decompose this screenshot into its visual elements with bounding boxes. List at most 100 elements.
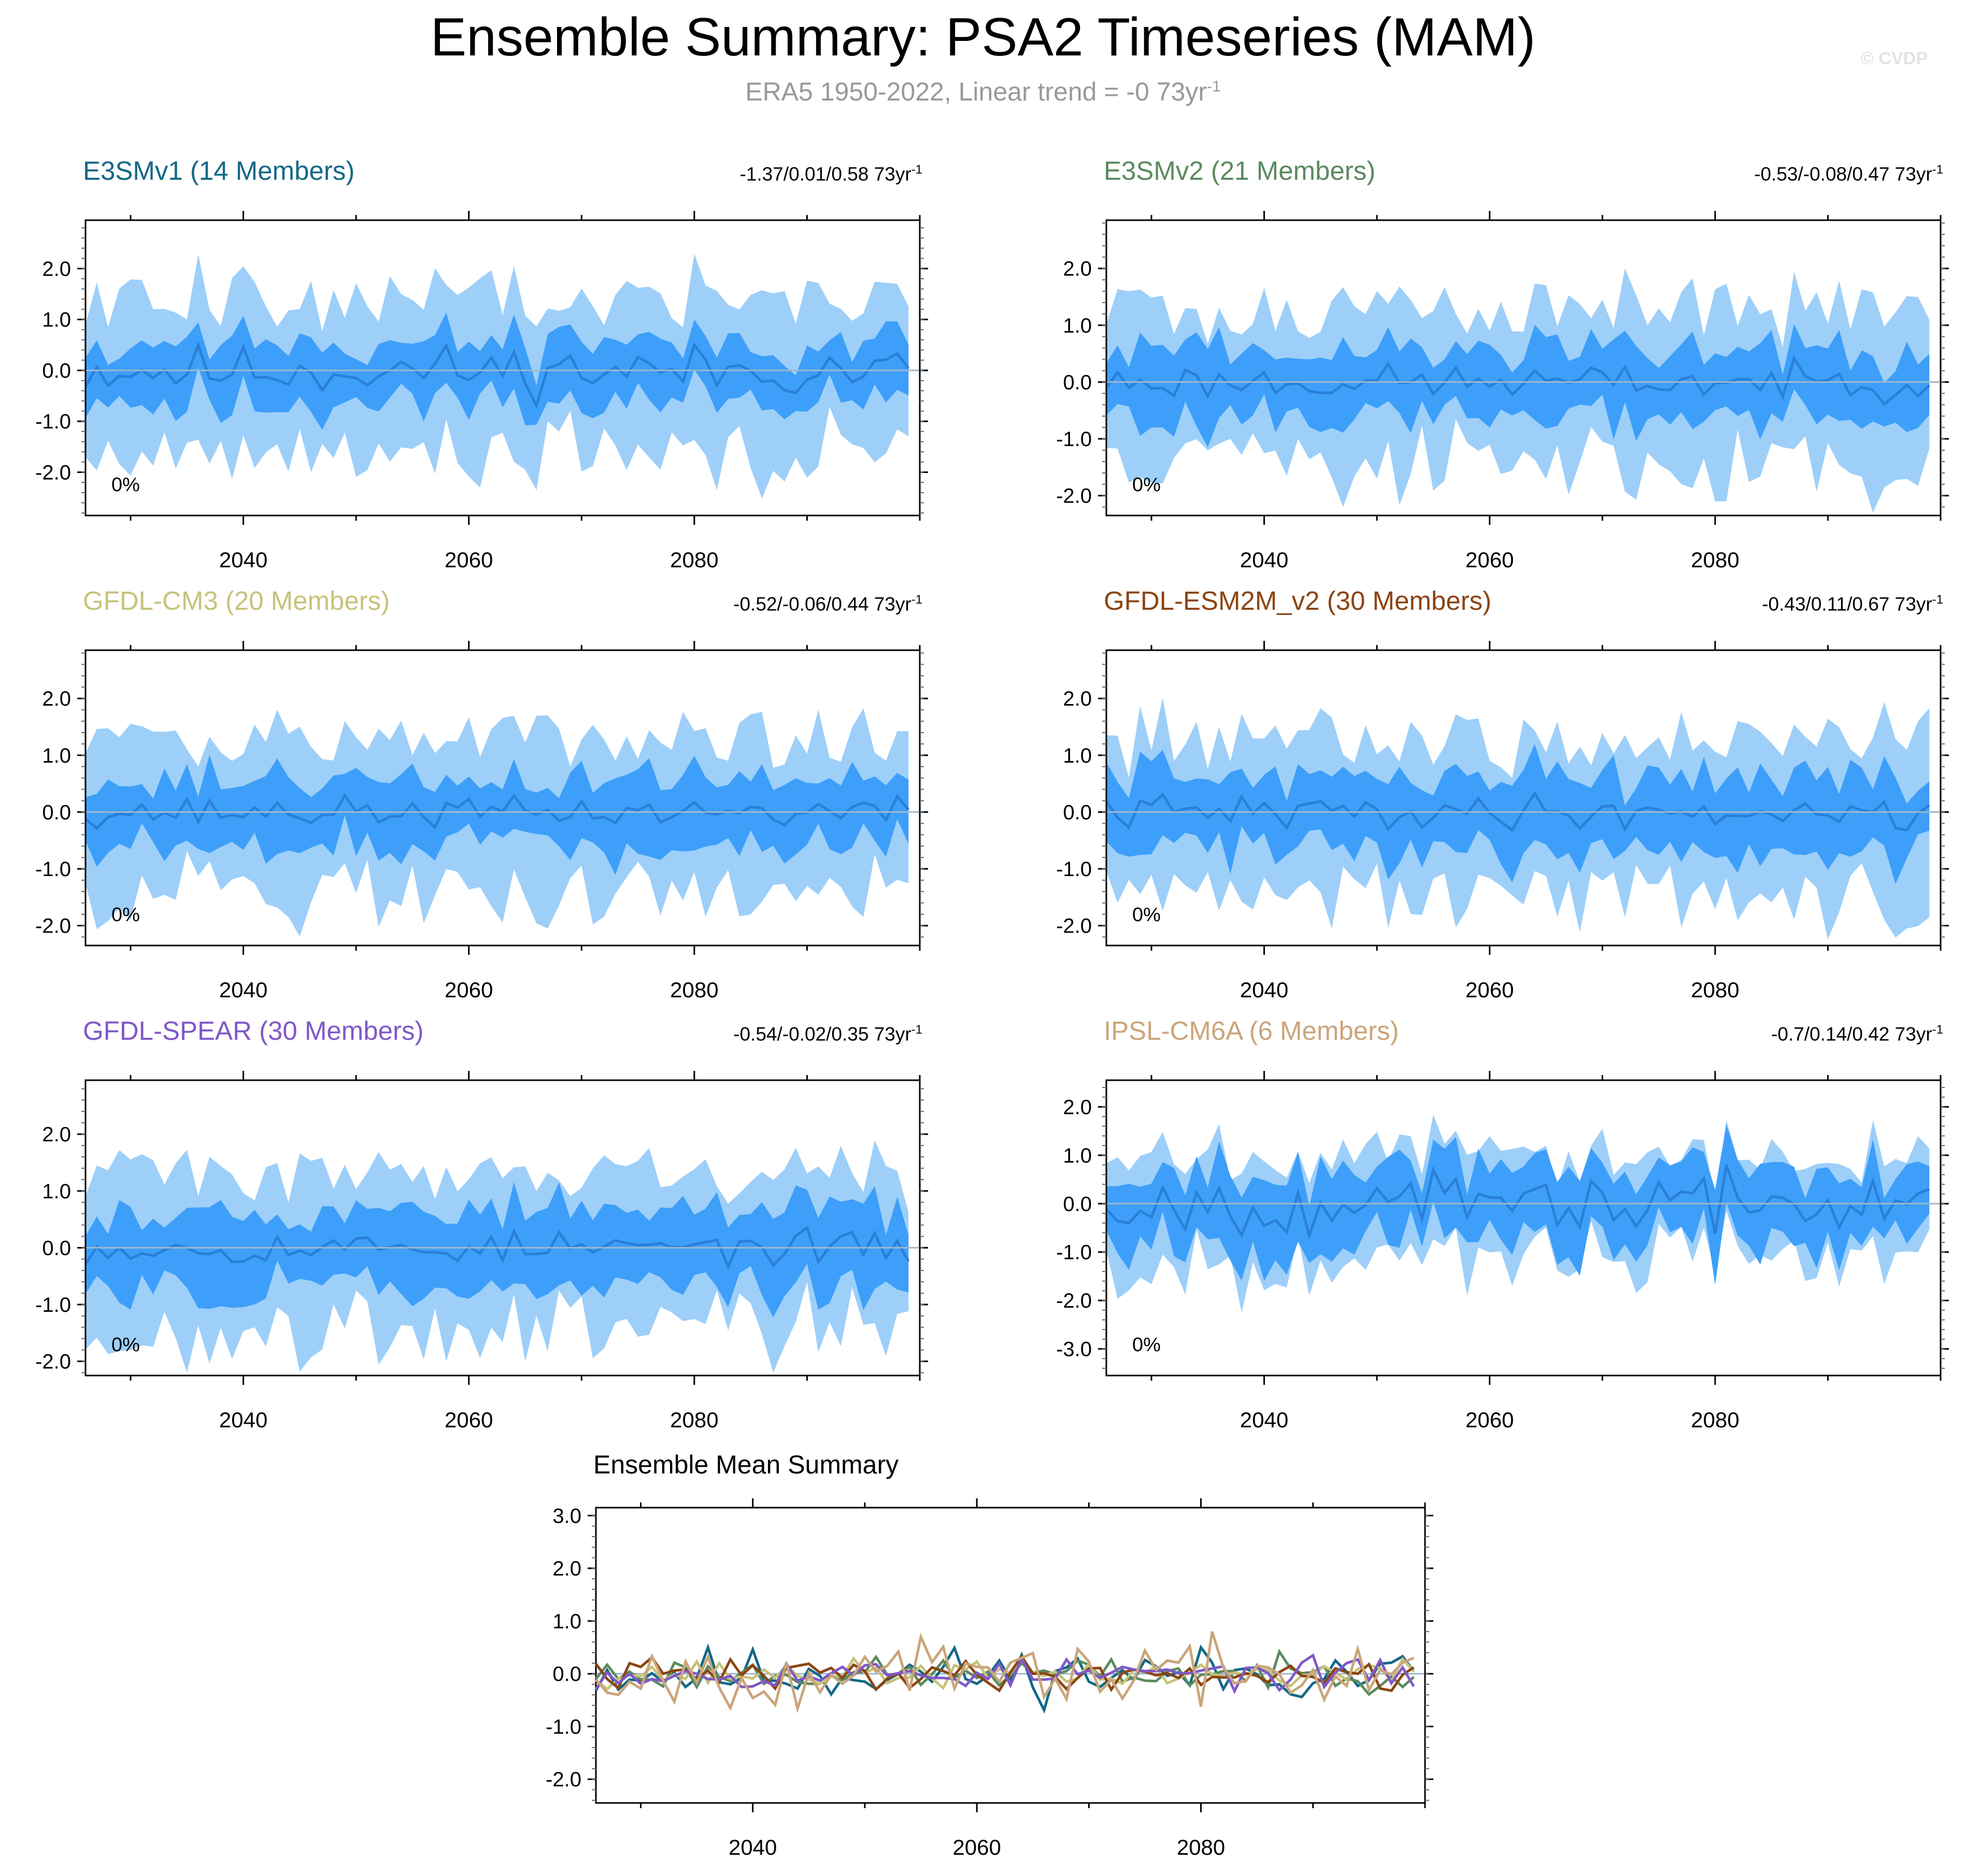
panel-ipsl-cm6a-xtick-label: 2040: [1240, 1408, 1288, 1430]
panel-ipsl-cm6a-trend-label: -0.7/0.14/0.42 73yr-1: [1771, 1023, 1943, 1045]
panel-e3smv2-ytick-label: -2.0: [1056, 485, 1092, 508]
panel-ipsl-cm6a-svg: 2.0 1.0 0.0 -1.0 -2.0 -3.0 2040 2060 2080: [1056, 1071, 1949, 1430]
cvdp-watermark: © CVDP: [1861, 49, 1928, 68]
panel-gfdl-cm3-svg: 2.0 1.0 0.0 -1.0 -2.0 2040 2060 2080: [35, 641, 928, 1000]
panel-gfdl-esm2m-v2-percent-label: 0%: [1132, 904, 1161, 926]
panel-e3smv1-percent-label: 0%: [111, 474, 140, 496]
panel-ipsl-cm6a-plot-frame: [1105, 1079, 1942, 1377]
panel-ensemble-mean-plot-frame: [595, 1507, 1426, 1804]
subtitle-exponent: -1: [1207, 78, 1221, 95]
panel-e3smv1-svg: 2.0 1.0 0.0 -1.0 -2.0 2040 2060 2080: [35, 211, 928, 570]
panel-gfdl-esm2m-v2-xtick-label: 2060: [1465, 978, 1514, 1000]
panel-gfdl-cm3-percent-label: 0%: [111, 904, 140, 926]
panel-ipsl-cm6a-ytick-label: 1.0: [1063, 1144, 1092, 1167]
panel-gfdl-esm2m-v2-ytick-label: -2.0: [1056, 915, 1092, 938]
panel-ensemble-mean-xtick-label: 2080: [1177, 1835, 1225, 1859]
panel-gfdl-cm3-ytick-label: 0.0: [42, 801, 71, 824]
panel-e3smv2-ytick-label: 0.0: [1063, 371, 1092, 394]
panel-gfdl-spear-xtick-label: 2060: [445, 1408, 493, 1430]
panel-ipsl-cm6a-ytick-label: 0.0: [1063, 1193, 1092, 1215]
panel-gfdl-esm2m-v2-plot-frame: [1105, 649, 1942, 947]
panel-e3smv2-xtick-label: 2040: [1240, 548, 1288, 570]
panel-e3smv1-xtick-label: 2080: [670, 548, 718, 570]
panel-e3smv2: 2.0 1.0 0.0 -1.0 -2.0 2040 2060 2080 E3SMv2 (21 …: [1021, 155, 1954, 570]
panel-gfdl-cm3-xtick-label: 2040: [219, 978, 267, 1000]
panel-gfdl-spear-xtick-label: 2080: [670, 1408, 718, 1430]
panel-e3smv2-trend-label: -0.53/-0.08/0.47 73yr-1: [1754, 163, 1943, 185]
panel-gfdl-spear-ytick-label: -2.0: [35, 1351, 71, 1373]
panel-ipsl-cm6a: 2.0 1.0 0.0 -1.0 -2.0 -3.0 2040 2060 2080 IPSL-CM…: [1021, 1015, 1954, 1430]
panel-e3smv2-svg: 2.0 1.0 0.0 -1.0 -2.0 2040 2060 2080: [1056, 211, 1949, 570]
panel-gfdl-esm2m-v2-svg: 2.0 1.0 0.0 -1.0 -2.0 2040 2060 2080: [1056, 641, 1949, 1000]
panel-gfdl-spear: 2.0 1.0 0.0 -1.0 -2.0 2040 2060 2080 GFDL-SPEAR …: [0, 1015, 933, 1430]
panel-ensemble-mean-ytick-label: 1.0: [552, 1610, 581, 1633]
subtitle-text: ERA5 1950-2022, Linear trend = -0 73yr: [745, 77, 1207, 106]
panel-e3smv1-trend-text: -1.37/0.01/0.58 73yr: [739, 163, 911, 185]
panel-ensemble-mean: 3.0 2.0 1.0 0.0 -1.0 -2.0 2040 2060 2080: [0, 1487, 1503, 1860]
panel-e3smv2-ytick-label: 2.0: [1063, 257, 1092, 280]
panel-gfdl-spear-ytick-label: 1.0: [42, 1180, 71, 1203]
panel-gfdl-esm2m-v2-trend-label: -0.43/0.11/0.67 73yr-1: [1762, 593, 1943, 615]
panel-ensemble-mean-ytick-label: 0.0: [552, 1663, 581, 1686]
panel-e3smv2-ytick-label: -1.0: [1056, 428, 1092, 451]
panel-e3smv1-trend-exponent: -1: [911, 163, 922, 177]
panel-gfdl-cm3-trend-text: -0.52/-0.06/0.44 73yr: [733, 593, 911, 615]
panel-e3smv1-plot-frame: [84, 219, 921, 517]
panel-gfdl-spear-trend-exponent: -1: [911, 1023, 922, 1037]
panel-ensemble-mean-xtick-label: 2040: [729, 1835, 777, 1859]
panel-gfdl-spear-svg: 2.0 1.0 0.0 -1.0 -2.0 2040 2060 2080: [35, 1071, 928, 1430]
panel-e3smv2-trend-exponent: -1: [1932, 163, 1943, 177]
panel-gfdl-cm3-ytick-label: 2.0: [42, 688, 71, 710]
panel-gfdl-cm3-ytick-label: -1.0: [35, 858, 71, 881]
panel-e3smv1: 2.0 1.0 0.0 -1.0 -2.0 2040 2060 2080 E3SMv1 (14 …: [0, 155, 933, 570]
panel-gfdl-cm3-inner-band: [86, 755, 909, 875]
panel-ipsl-cm6a-xtick-label: 2060: [1465, 1408, 1514, 1430]
panel-ensemble-mean-xtick-label: 2060: [952, 1835, 1001, 1859]
panel-ensemble-mean-ytick-label: 3.0: [552, 1505, 581, 1527]
panel-gfdl-esm2m-v2-xtick-label: 2040: [1240, 978, 1288, 1000]
panel-e3smv2-inner-band: [1106, 324, 1930, 447]
panel-e3smv1-ytick-label: 0.0: [42, 360, 71, 382]
panel-e3smv1-ytick-label: -1.0: [35, 410, 71, 433]
panel-ipsl-cm6a-title: IPSL-CM6A (6 Members): [1104, 1016, 1399, 1046]
panel-gfdl-spear-ytick-label: 2.0: [42, 1123, 71, 1146]
panel-gfdl-cm3-ensemble-mean-line: [84, 793, 910, 830]
panel-ipsl-cm6a-ytick-label: -2.0: [1056, 1290, 1092, 1312]
panel-ipsl-cm6a-ytick-label: -1.0: [1056, 1241, 1092, 1264]
panel-e3smv2-trend-text: -0.53/-0.08/0.47 73yr: [1754, 163, 1932, 185]
panel-ipsl-cm6a-xtick-label: 2080: [1691, 1408, 1739, 1430]
panel-e3smv1-title: E3SMv1 (14 Members): [83, 156, 355, 185]
panel-gfdl-cm3-ytick-label: 1.0: [42, 744, 71, 767]
panel-ipsl-cm6a-ytick-label: -3.0: [1056, 1338, 1092, 1361]
panel-ensemble-mean-ytick-label: 2.0: [552, 1557, 581, 1580]
panel-ipsl-cm6a-percent-label: 0%: [1132, 1334, 1161, 1356]
panel-e3smv2-xtick-label: 2080: [1691, 548, 1739, 570]
panel-gfdl-esm2m-v2-ytick-label: 0.0: [1063, 801, 1092, 824]
panel-gfdl-spear-trend-label: -0.54/-0.02/0.35 73yr-1: [733, 1023, 922, 1045]
panel-gfdl-spear-ytick-label: -1.0: [35, 1294, 71, 1316]
panel-e3smv1-ytick-label: 2.0: [42, 257, 71, 280]
panel-gfdl-spear-ytick-label: 0.0: [42, 1237, 71, 1259]
panel-e3smv1-xtick-label: 2060: [445, 548, 493, 570]
panel-gfdl-spear-title: GFDL-SPEAR (30 Members): [83, 1016, 424, 1046]
panel-e3smv2-percent-label: 0%: [1132, 474, 1161, 496]
panel-gfdl-esm2m-v2-ytick-label: -1.0: [1056, 858, 1092, 881]
panel-gfdl-cm3-ytick-label: -2.0: [35, 915, 71, 938]
panel-gfdl-esm2m-v2-trend-text: -0.43/0.11/0.67 73yr: [1762, 593, 1932, 615]
page-title: Ensemble Summary: PSA2 Timeseries (MAM): [430, 7, 1536, 67]
panel-gfdl-spear-plot-frame: [84, 1079, 921, 1377]
panel-gfdl-esm2m-v2: 2.0 1.0 0.0 -1.0 -2.0 2040 2060 2080 GFDL-ESM2M_…: [1021, 585, 1954, 1000]
panel-ensemble-mean-svg: 3.0 2.0 1.0 0.0 -1.0 -2.0 2040 2060 2080: [546, 1498, 1433, 1859]
panel-gfdl-esm2m-v2-inner-band: [1106, 743, 1930, 884]
panel-gfdl-cm3-xtick-label: 2060: [445, 978, 493, 1000]
panel-ensemble-mean-ytick-label: -2.0: [546, 1768, 581, 1791]
panel-gfdl-spear-trend-text: -0.54/-0.02/0.35 73yr: [733, 1023, 911, 1045]
panel-gfdl-cm3-trend-exponent: -1: [911, 593, 922, 607]
panel-ensemble-mean-ytick-label: -1.0: [546, 1715, 581, 1738]
panel-e3smv1-xtick-label: 2040: [219, 548, 267, 570]
panel-e3smv2-title: E3SMv2 (21 Members): [1104, 156, 1376, 185]
panel-gfdl-esm2m-v2-xtick-label: 2080: [1691, 978, 1739, 1000]
panel-gfdl-cm3: 2.0 1.0 0.0 -1.0 -2.0 2040 2060 2080 GFDL-CM3 (2…: [0, 585, 933, 1000]
panel-e3smv2-plot-frame: [1105, 219, 1942, 517]
panel-gfdl-cm3-title: GFDL-CM3 (20 Members): [83, 586, 390, 615]
